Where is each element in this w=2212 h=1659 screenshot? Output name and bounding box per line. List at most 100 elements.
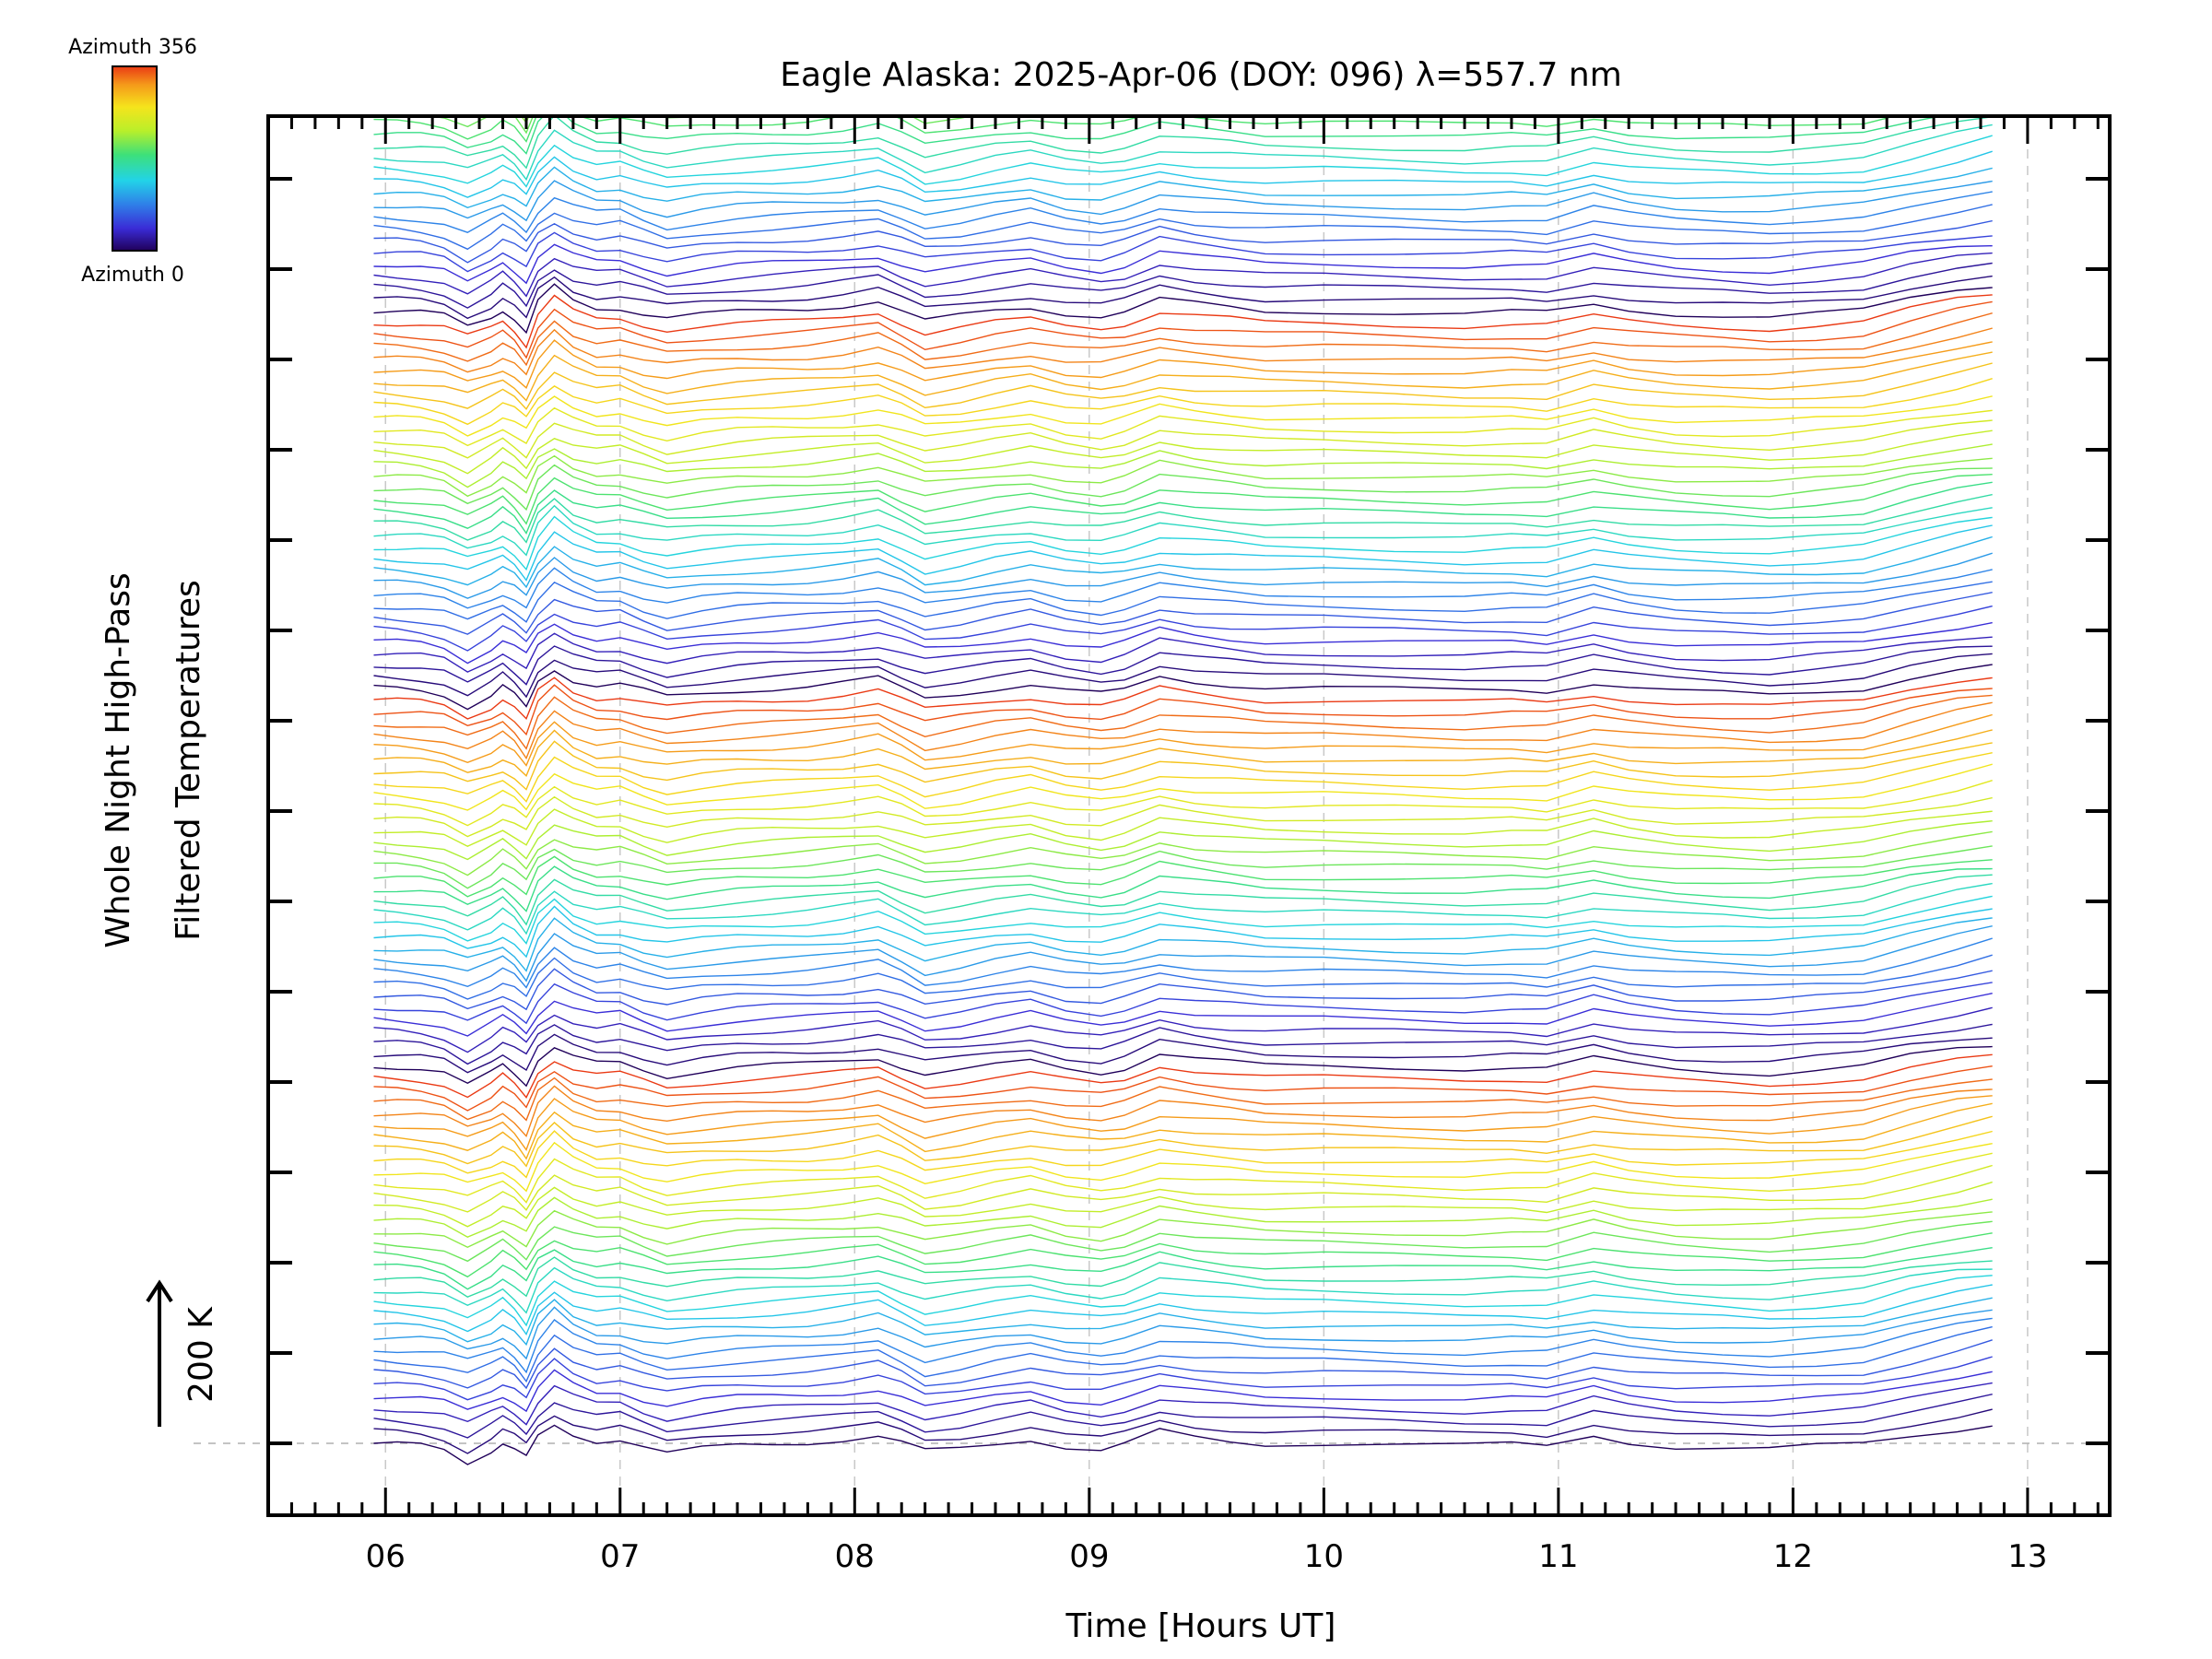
- series-line-23: [373, 1141, 1993, 1193]
- series-line-10: [373, 1297, 1993, 1347]
- series-line-64: [373, 664, 1993, 711]
- series-line-57: [373, 740, 1993, 791]
- series-line-87: [373, 395, 1993, 437]
- series-line-2: [373, 1394, 1993, 1439]
- series-line-104: [373, 191, 1993, 234]
- series-line-89: [373, 362, 1993, 410]
- series-line-78: [373, 493, 1993, 544]
- series-line-37: [373, 982, 1993, 1025]
- series-line-119: [374, 20, 1993, 57]
- series-line-34: [373, 1023, 1993, 1065]
- x-tick-label-08: 08: [835, 1538, 875, 1575]
- series-line-102: [373, 219, 1993, 264]
- series-line-91: [373, 339, 1993, 389]
- series-line-97: [373, 275, 1993, 320]
- series-line-88: [373, 378, 1993, 426]
- x-tick-label-10: 10: [1304, 1538, 1344, 1575]
- series-line-93: [373, 312, 1993, 367]
- axis-ticks: [266, 116, 2110, 1515]
- scale-indicator: 200 K: [146, 1279, 220, 1427]
- series-line-7: [373, 1325, 1993, 1383]
- scale-label: 200 K: [182, 1306, 220, 1403]
- series-line-123: [374, 0, 1993, 8]
- series-line-113: [427, 116, 1830, 135]
- series-line-36: [373, 993, 1993, 1037]
- series-line-52: [373, 808, 1993, 847]
- series-line-69: [373, 605, 1993, 652]
- series-line-53: [373, 795, 1993, 838]
- series-line-16: [373, 1232, 1993, 1278]
- series-line-56: [373, 752, 1993, 803]
- series-line-27: [373, 1095, 1993, 1151]
- series-line-86: [373, 406, 1993, 447]
- series-line-48: [373, 855, 1993, 898]
- x-tick-label-13: 13: [2007, 1538, 2047, 1575]
- series-line-68: [373, 621, 1993, 665]
- series-line-45: [373, 882, 1993, 935]
- series-line-19: [373, 1196, 1993, 1238]
- series-line-21: [373, 1164, 1993, 1213]
- scale-arrow-head-icon: [146, 1279, 173, 1303]
- x-tick-label-12: 12: [1773, 1538, 1813, 1575]
- series-line-99: [373, 252, 1993, 298]
- series-line-80: [373, 474, 1993, 525]
- series-line-67: [373, 632, 1993, 673]
- series-line-35: [373, 1006, 1993, 1053]
- series-line-81: [373, 464, 1993, 512]
- series-line-90: [373, 351, 1993, 402]
- series-line-1: [373, 1408, 1993, 1454]
- series-line-98: [373, 262, 1993, 309]
- series-line-11: [373, 1284, 1993, 1336]
- series-line-108: [373, 135, 1993, 188]
- series-line-39: [373, 954, 1993, 1000]
- series-line-33: [373, 1033, 1993, 1074]
- series-line-30: [373, 1065, 1993, 1112]
- series-line-84: [373, 429, 1993, 475]
- y-axis-label-line1: Whole Night High-Pass: [100, 572, 137, 948]
- series-line-43: [373, 905, 1993, 959]
- series-line-109: [373, 124, 1993, 182]
- series-line-44: [373, 895, 1993, 945]
- series-line-61: [373, 694, 1993, 750]
- series-line-100: [373, 243, 1993, 285]
- series-line-29: [373, 1077, 1993, 1122]
- series-line-50: [373, 830, 1993, 877]
- series-line-77: [373, 504, 1993, 557]
- series-line-32: [373, 1045, 1993, 1088]
- series-line-106: [373, 166, 1993, 209]
- x-tick-label-09: 09: [1069, 1538, 1109, 1575]
- series-line-8: [373, 1317, 1993, 1374]
- x-tick-label-07: 07: [600, 1538, 640, 1575]
- series-line-17: [373, 1220, 1993, 1263]
- series-line-15: [373, 1247, 1993, 1290]
- series-line-4: [373, 1369, 1993, 1413]
- series-line-26: [373, 1102, 1993, 1160]
- series-line-40: [373, 937, 1993, 989]
- series-line-79: [373, 481, 1993, 535]
- series-line-22: [373, 1152, 1993, 1204]
- series-line-75: [373, 524, 1993, 582]
- series-line-83: [373, 443, 1993, 488]
- series-line-110: [373, 116, 1993, 170]
- series-line-0: [373, 1424, 1993, 1465]
- x-tick-labels: 06 07 08 09 10 11 12 13: [366, 1538, 2048, 1575]
- series-line-51: [373, 820, 1993, 861]
- series-line-47: [373, 865, 1993, 912]
- series-line-24: [373, 1130, 1993, 1179]
- series-line-54: [373, 780, 1993, 827]
- series-line-42: [373, 917, 1993, 972]
- series-line-62: [373, 684, 1993, 736]
- plot-frame: [266, 114, 2112, 1517]
- series-line-101: [373, 231, 1993, 273]
- series-line-6: [373, 1339, 1993, 1390]
- series-line-103: [373, 204, 1993, 251]
- series-line-66: [373, 645, 1993, 686]
- series-line-70: [373, 592, 1993, 635]
- colorbar-bottom-label: Azimuth 0: [81, 264, 184, 287]
- series-line-3: [373, 1382, 1993, 1426]
- series-line-82: [373, 454, 1993, 498]
- series-line-5: [373, 1356, 1993, 1401]
- series-line-107: [373, 150, 1993, 198]
- x-tick-label-06: 06: [366, 1538, 406, 1575]
- series-line-85: [373, 419, 1993, 459]
